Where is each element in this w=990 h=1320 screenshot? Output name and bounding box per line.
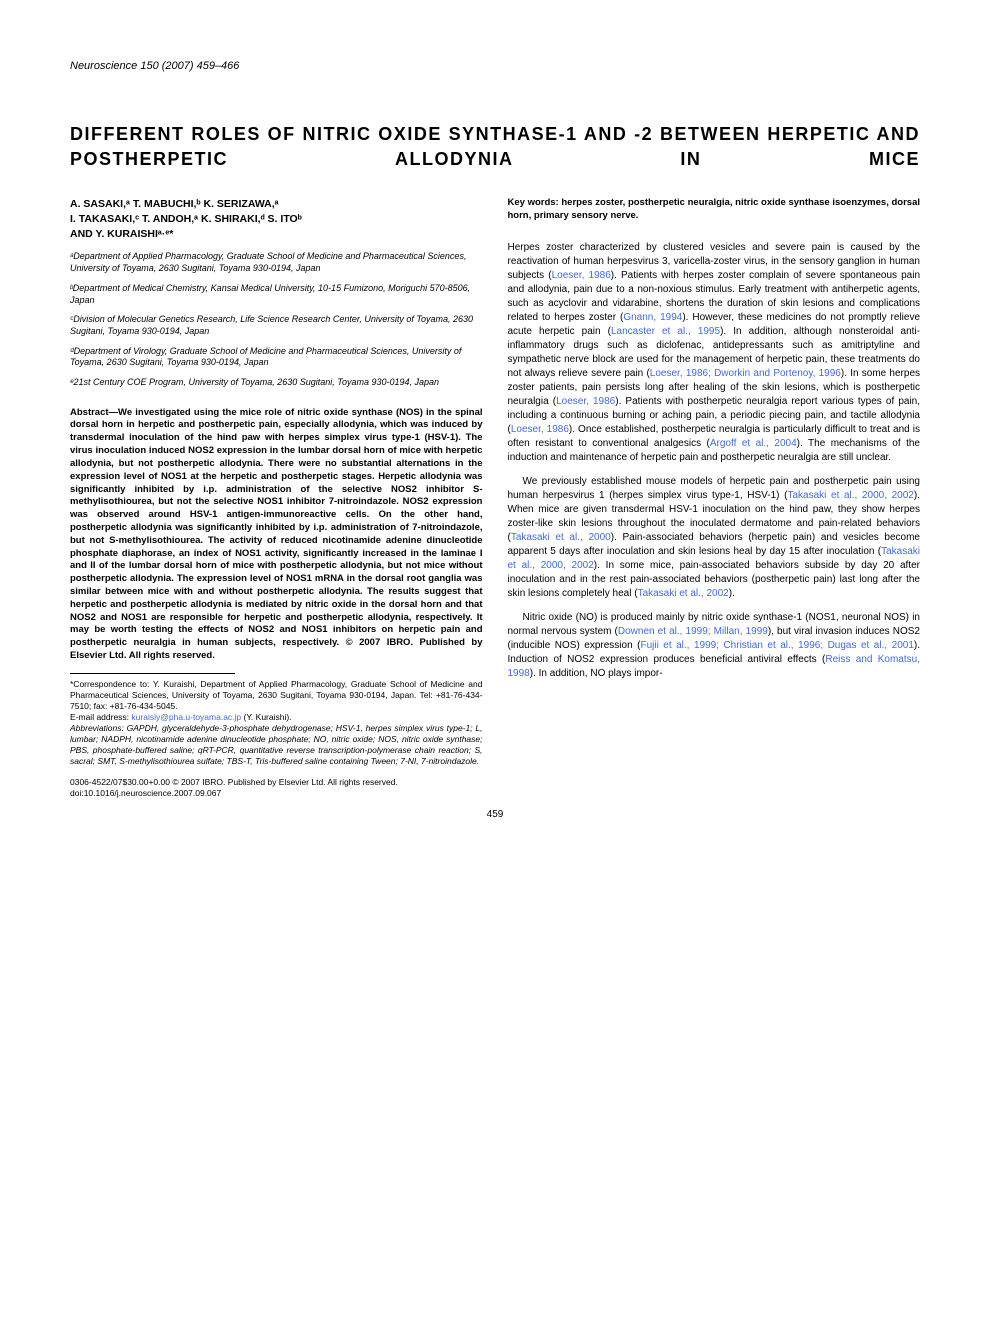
ref-link[interactable]: Loeser, 1986 [511,424,569,435]
email-suffix: (Y. Kuraishi). [241,712,291,722]
ref-link[interactable]: Loeser, 1986 [556,396,615,407]
article-title: DIFFERENT ROLES OF NITRIC OXIDE SYNTHASE… [70,122,920,172]
authors-block: A. SASAKI,ᵃ T. MABUCHI,ᵇ K. SERIZAWA,ᵃ I… [70,197,483,241]
ref-link[interactable]: Gnann, 1994 [623,312,682,323]
email-link[interactable]: kuraisiy@pha.u-toyama.ac.jp [131,712,241,722]
abbreviations-footnote: Abbreviations: GAPDH, glyceraldehyde-3-p… [70,723,483,767]
affiliation-e: ᵉ21st Century COE Program, University of… [70,377,483,389]
left-column: A. SASAKI,ᵃ T. MABUCHI,ᵇ K. SERIZAWA,ᵃ I… [70,197,483,767]
affiliation-b: ᵇDepartment of Medical Chemistry, Kansai… [70,283,483,306]
ref-link[interactable]: Argoff et al., 2004 [710,438,797,449]
journal-name: Neuroscience [70,60,137,72]
ref-link[interactable]: Takasaki et al., 2000 [511,532,611,543]
ref-link[interactable]: Takasaki et al., 2002 [638,588,729,599]
correspondence-footnote: *Correspondence to: Y. Kuraishi, Departm… [70,679,483,712]
authors-line-1: A. SASAKI,ᵃ T. MABUCHI,ᵇ K. SERIZAWA,ᵃ [70,197,483,212]
email-footnote: E-mail address: kuraisiy@pha.u-toyama.ac… [70,712,483,723]
body-paragraph-3: Nitric oxide (NO) is produced mainly by … [508,611,921,681]
journal-citation: 150 (2007) 459–466 [140,60,239,72]
copyright-line-1: 0306-4522/07$30.00+0.00 © 2007 IBRO. Pub… [70,777,920,788]
ref-link[interactable]: Takasaki et al., 2000, 2002 [787,490,913,501]
affiliation-d: ᵈDepartment of Virology, Graduate School… [70,346,483,369]
body-paragraph-2: We previously established mouse models o… [508,475,921,601]
ref-link[interactable]: Loeser, 1986; Dworkin and Portenoy, 1996 [650,368,841,379]
page-number: 459 [70,809,920,820]
abbreviations-text: Abbreviations: GAPDH, glyceraldehyde-3-p… [70,723,483,766]
ref-link[interactable]: Downen et al., 1999; Millan, 1999 [618,626,768,637]
authors-line-3: AND Y. KURAISHIᵃ·ᵉ* [70,227,483,242]
affiliation-c: ᶜDivision of Molecular Genetics Research… [70,314,483,337]
journal-header: Neuroscience 150 (2007) 459–466 [70,60,920,72]
ref-link[interactable]: Lancaster et al., 1995 [611,326,720,337]
right-column: Key words: herpes zoster, postherpetic n… [508,197,921,767]
doi-line: doi:10.1016/j.neuroscience.2007.09.067 [70,788,920,799]
abstract: Abstract—We investigated using the mice … [70,407,483,663]
affiliation-a: ᵃDepartment of Applied Pharmacology, Gra… [70,251,483,274]
authors-line-2: I. TAKASAKI,ᶜ T. ANDOH,ᵃ K. SHIRAKI,ᵈ S.… [70,212,483,227]
content-columns: A. SASAKI,ᵃ T. MABUCHI,ᵇ K. SERIZAWA,ᵃ I… [70,197,920,767]
keywords: Key words: herpes zoster, postherpetic n… [508,197,921,223]
copyright-block: 0306-4522/07$30.00+0.00 © 2007 IBRO. Pub… [70,777,920,799]
body-paragraph-1: Herpes zoster characterized by clustered… [508,241,921,465]
ref-link[interactable]: Loeser, 1986 [552,270,611,281]
email-label: E-mail address: [70,712,131,722]
footnote-separator [70,673,235,674]
ref-link[interactable]: Fujii et al., 1999; Christian et al., 19… [640,640,913,651]
